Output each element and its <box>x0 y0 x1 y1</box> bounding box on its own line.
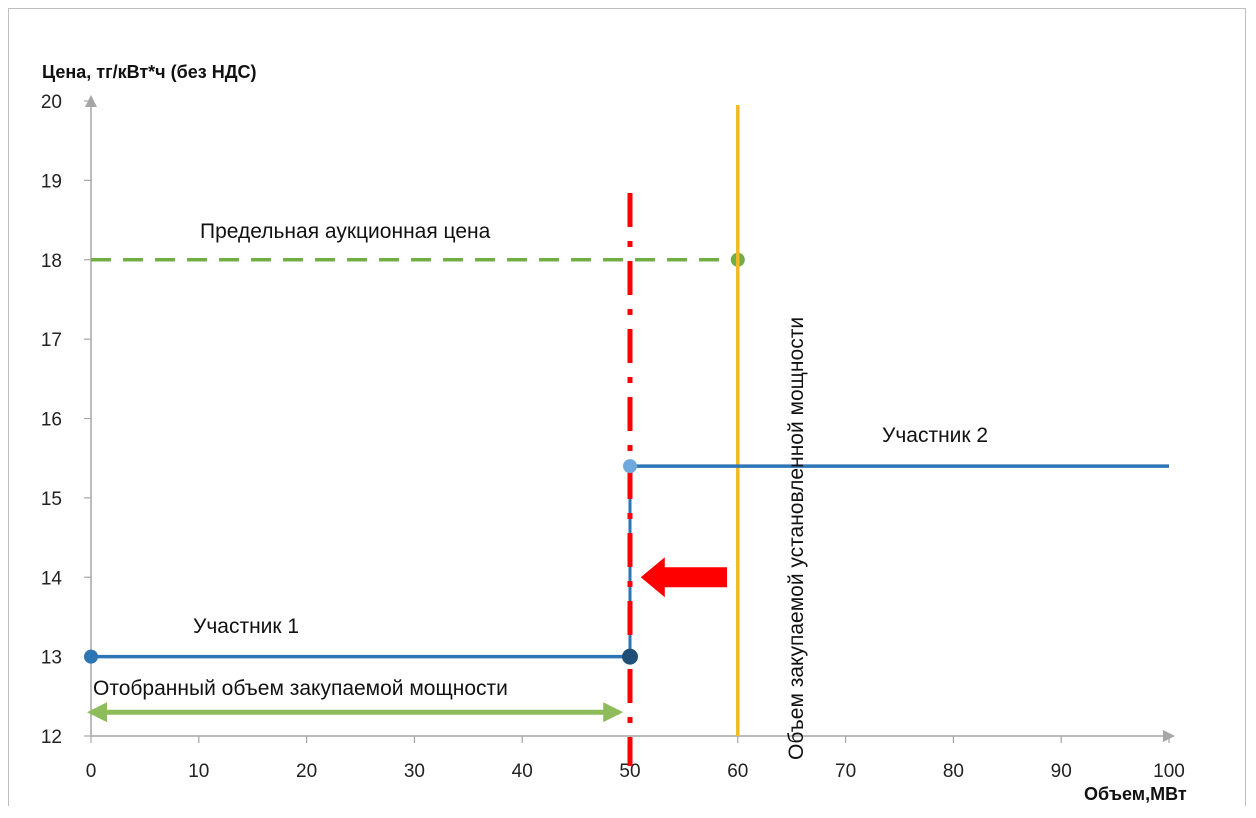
x-tick-label: 80 <box>943 761 964 782</box>
x-tick-label: 10 <box>188 761 209 782</box>
chart-frame <box>8 8 1246 806</box>
x-tick-label: 70 <box>835 761 856 782</box>
series-label-price-limit: Предельная аукционная цена <box>200 220 491 243</box>
x-axis-title: Объем,МВт <box>1084 784 1187 804</box>
y-tick-label: 13 <box>41 648 62 669</box>
y-tick-label: 14 <box>41 568 63 589</box>
axes <box>84 95 1175 743</box>
annotation-installed-capacity: Объем закупаемой установленной мощности <box>785 317 808 760</box>
participant-1-end-point <box>622 648 638 665</box>
participant-1-start-point <box>84 649 98 664</box>
y-tick-label: 16 <box>41 410 62 431</box>
series-label-participant-2: Участник 2 <box>882 424 988 447</box>
annotation-selected-volume: Отобранный объем закупаемой мощности <box>93 677 508 700</box>
x-tick-label: 40 <box>512 761 533 782</box>
x-tick-label: 90 <box>1051 761 1072 782</box>
y-tick-label: 18 <box>41 251 62 272</box>
x-tick-label: 30 <box>404 761 425 782</box>
x-tick-label: 100 <box>1153 761 1185 782</box>
tick-labels: 12 13 14 15 16 17 18 19 20 0 10 20 30 40 50 60 70 80 90 100 <box>41 92 1185 782</box>
y-axis-title: Цена, тг/кВт*ч (без НДС) <box>42 62 257 82</box>
y-tick-label: 15 <box>41 489 62 510</box>
series-label-participant-1: Участник 1 <box>193 615 299 638</box>
y-tick-label: 20 <box>41 92 62 113</box>
x-tick-label: 20 <box>296 761 317 782</box>
plot-area <box>84 105 1169 766</box>
x-tick-label: 60 <box>727 761 748 782</box>
y-tick-label: 17 <box>41 330 62 351</box>
red-shift-arrow <box>640 557 728 598</box>
x-tick-label: 50 <box>619 761 640 782</box>
x-tick-label: 0 <box>86 761 97 782</box>
y-tick-label: 19 <box>41 171 62 192</box>
y-tick-label: 12 <box>41 727 62 748</box>
participant-2-start-point <box>623 459 637 474</box>
